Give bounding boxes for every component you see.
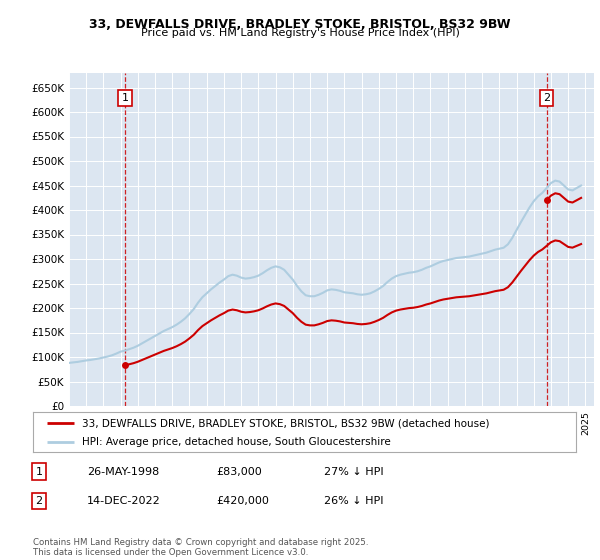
Text: 2: 2 bbox=[35, 496, 43, 506]
Text: HPI: Average price, detached house, South Gloucestershire: HPI: Average price, detached house, Sout… bbox=[82, 437, 391, 447]
Text: 1: 1 bbox=[35, 466, 43, 477]
Text: 2: 2 bbox=[543, 93, 550, 103]
Point bbox=[120, 361, 130, 370]
Text: £420,000: £420,000 bbox=[216, 496, 269, 506]
Text: Contains HM Land Registry data © Crown copyright and database right 2025.
This d: Contains HM Land Registry data © Crown c… bbox=[33, 538, 368, 557]
Text: 14-DEC-2022: 14-DEC-2022 bbox=[87, 496, 161, 506]
Point bbox=[542, 196, 551, 205]
Text: Price paid vs. HM Land Registry's House Price Index (HPI): Price paid vs. HM Land Registry's House … bbox=[140, 28, 460, 38]
Text: 26% ↓ HPI: 26% ↓ HPI bbox=[324, 496, 383, 506]
Text: 33, DEWFALLS DRIVE, BRADLEY STOKE, BRISTOL, BS32 9BW: 33, DEWFALLS DRIVE, BRADLEY STOKE, BRIST… bbox=[89, 18, 511, 31]
Text: 33, DEWFALLS DRIVE, BRADLEY STOKE, BRISTOL, BS32 9BW (detached house): 33, DEWFALLS DRIVE, BRADLEY STOKE, BRIST… bbox=[82, 418, 490, 428]
Text: 26-MAY-1998: 26-MAY-1998 bbox=[87, 466, 159, 477]
Text: £83,000: £83,000 bbox=[216, 466, 262, 477]
Text: 27% ↓ HPI: 27% ↓ HPI bbox=[324, 466, 383, 477]
Text: 1: 1 bbox=[121, 93, 128, 103]
